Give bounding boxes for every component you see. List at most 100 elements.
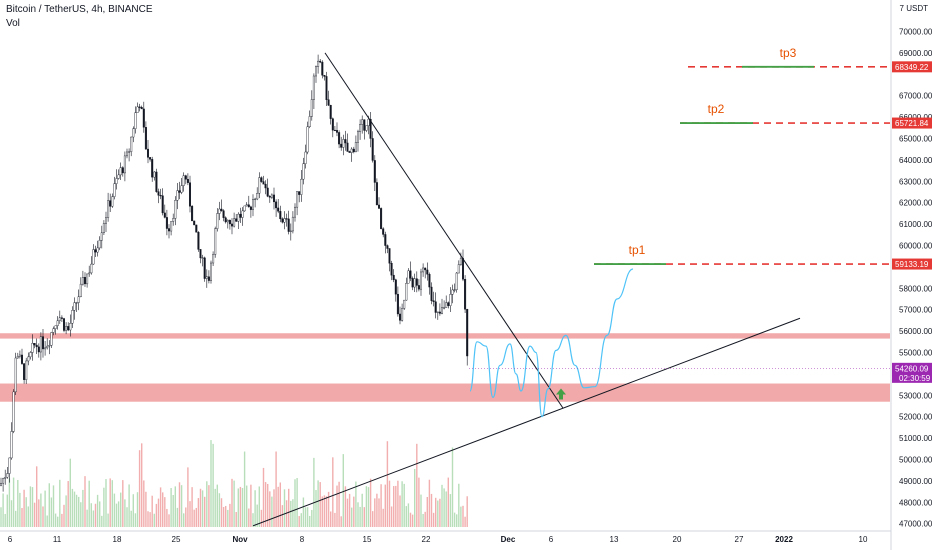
candle-body	[283, 218, 286, 223]
candle-body	[403, 299, 406, 309]
candle-body	[119, 167, 122, 176]
trend-lines[interactable]	[252, 52, 801, 527]
support-trendline	[252, 317, 801, 527]
volume-bar	[101, 515, 103, 527]
volume-bar	[170, 488, 172, 527]
volume-bar	[229, 503, 231, 527]
volume-bar	[294, 479, 296, 527]
candle-body	[264, 183, 267, 189]
volume-bar	[168, 514, 170, 527]
volume-bar	[327, 491, 330, 527]
volume-bar	[71, 488, 74, 527]
volume-bar	[96, 494, 99, 527]
candle-body	[464, 279, 467, 310]
volume-label: Vol	[6, 18, 20, 29]
candle-body	[338, 132, 341, 145]
volume-bar	[462, 505, 464, 527]
candle-body	[375, 182, 378, 206]
volume-bar	[353, 496, 355, 527]
volume-bar	[52, 485, 55, 527]
candle-body	[48, 345, 51, 347]
volume-bar	[411, 514, 414, 527]
time-axis[interactable]: 6 11 18 25 Nov 8 15 22 Dec 6 13 20 27 2022 10	[0, 530, 891, 544]
candle-body	[438, 311, 441, 314]
candle-body	[323, 74, 326, 77]
candle-body	[310, 99, 313, 117]
volume-bar	[330, 511, 332, 527]
candle-body	[409, 270, 412, 279]
candle-body	[453, 289, 456, 291]
volume-bar	[365, 486, 368, 527]
candle-body	[432, 300, 435, 302]
volume-bar	[439, 498, 441, 527]
candle-body	[67, 326, 70, 331]
volume-bar	[460, 506, 462, 527]
volume-bar	[309, 515, 311, 527]
volume-bar	[187, 467, 189, 527]
volume-bar	[128, 484, 130, 527]
candle-body	[447, 302, 450, 306]
volume-bar	[420, 494, 422, 527]
candle-body	[222, 210, 225, 218]
support-zone-1	[0, 333, 890, 339]
candle-body	[111, 196, 114, 207]
volume-bar	[321, 496, 323, 527]
volume-bar	[38, 499, 40, 527]
candle-body	[188, 182, 191, 207]
volume-bar	[117, 501, 120, 527]
candle-body	[430, 286, 433, 301]
candle-body	[14, 357, 17, 393]
candle-body	[378, 204, 381, 209]
volume-bar	[63, 504, 65, 527]
candle-body	[359, 124, 362, 132]
volume-bar	[33, 502, 36, 527]
volume-bar	[23, 489, 25, 527]
tp1-price-tag: 59133.19	[895, 260, 929, 269]
volume-bar	[153, 513, 155, 527]
candle-body	[321, 61, 324, 76]
candle-body	[260, 177, 263, 182]
volume-bar	[300, 513, 302, 527]
volume-bar	[75, 494, 78, 527]
candle-body	[60, 317, 63, 319]
volume-bar	[243, 451, 246, 527]
candle-body	[319, 60, 322, 63]
candle-body	[424, 267, 427, 271]
resistance-trendline	[324, 52, 564, 409]
candle-body	[195, 224, 198, 233]
candle-body	[428, 274, 431, 288]
target-lines[interactable]: tp1 tp2 tp3	[594, 46, 890, 265]
candle-body	[172, 218, 175, 222]
candle-body	[151, 159, 154, 178]
candle-body	[56, 320, 59, 326]
candle-body	[100, 232, 103, 241]
volume-bar	[359, 506, 361, 527]
price-tick-label: 70000.00	[899, 28, 932, 37]
candle-body	[212, 254, 215, 264]
candle-body	[300, 178, 303, 195]
volume-bar	[220, 498, 223, 527]
candle-body	[281, 218, 284, 223]
candle-body	[411, 278, 414, 288]
volume-bar	[269, 491, 271, 527]
volume-bar	[57, 516, 59, 527]
price-axis[interactable]: 7 USDT70000.0069000.0067000.0066000.0065…	[469, 0, 932, 550]
candle-body	[18, 354, 21, 357]
candle-body	[405, 283, 408, 301]
candle-body	[31, 343, 34, 353]
candle-body	[29, 352, 32, 358]
candle-body	[312, 75, 315, 100]
candle-body	[0, 482, 2, 486]
volume-bar	[222, 506, 225, 527]
candle-body	[128, 151, 131, 153]
candle-body	[205, 276, 208, 279]
candle-body	[382, 228, 385, 235]
price-tick-label: 58000.00	[899, 284, 932, 293]
price-tick-label: 47000.00	[899, 520, 932, 529]
volume-bar	[46, 515, 48, 527]
price-tick-label: 51000.00	[899, 434, 932, 443]
candle-body	[44, 347, 47, 350]
volume-bar	[418, 477, 420, 527]
price-tick-label: 56000.00	[899, 327, 932, 336]
